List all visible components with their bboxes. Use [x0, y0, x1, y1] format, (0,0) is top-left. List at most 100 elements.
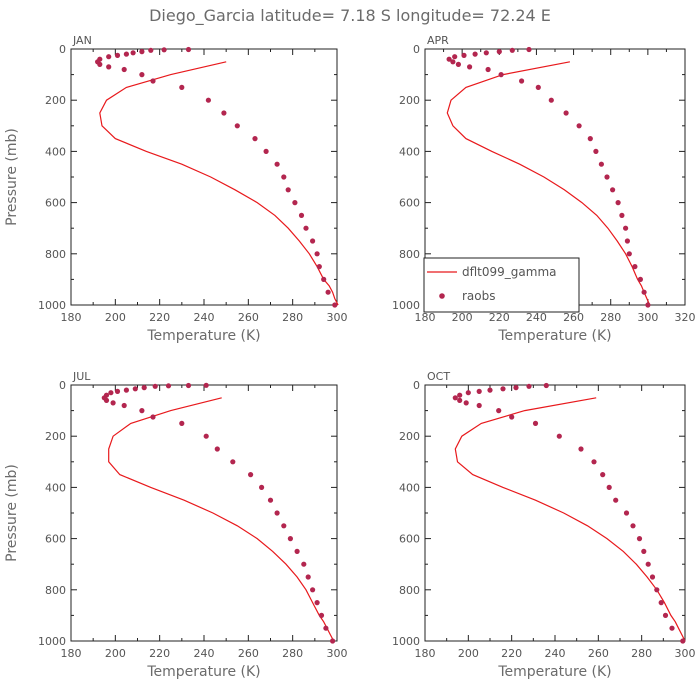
raobs-point [483, 50, 489, 56]
raobs-point [139, 49, 145, 55]
x-tick-label: 220 [149, 647, 170, 660]
raobs-point [452, 395, 458, 401]
raobs-point [205, 97, 211, 103]
x-tick-label: 280 [600, 311, 621, 324]
raobs-point [457, 392, 463, 398]
raobs-point [452, 54, 458, 60]
raobs-point [576, 123, 582, 129]
raobs-point [645, 302, 651, 308]
y-tick-label: 800 [399, 248, 420, 261]
x-tick-label: 300 [675, 647, 696, 660]
y-tick-label: 1000 [392, 299, 420, 312]
panel-jan: 180 200 220 240 260 280 300 0 200 400 600 800 1000 JA… [4, 34, 348, 344]
raobs-point [465, 390, 471, 396]
raobs-point [150, 78, 156, 84]
raobs-point [654, 587, 660, 593]
raobs-point [281, 174, 287, 180]
raobs-point [641, 548, 647, 555]
x-tick-label: 180 [61, 311, 82, 324]
y-tick-label: 600 [399, 197, 420, 210]
raobs-point [604, 174, 610, 180]
raobs-point [613, 497, 619, 503]
figure-title: Diego_Garcia latitude= 7.18 S longitude=… [149, 6, 551, 26]
panel-month-label: JUL [72, 370, 91, 383]
x-tick-label: 220 [149, 311, 170, 324]
raobs-point [526, 383, 532, 389]
y-axis-label: Pressure (mb) [4, 464, 20, 562]
raobs-point [543, 382, 549, 389]
raobs-point [274, 510, 280, 516]
y-tick-label: 800 [45, 248, 66, 261]
raobs-point [267, 497, 274, 503]
raobs-point [298, 212, 305, 218]
raobs-point [500, 386, 506, 392]
raobs-point [285, 187, 291, 193]
x-tick-label: 200 [105, 311, 126, 324]
x-tick-label: 220 [501, 647, 522, 660]
x-tick-label: 240 [194, 647, 215, 660]
raobs-point [123, 51, 129, 57]
x-axis-label: Temperature (K) [146, 328, 260, 344]
raobs-point [626, 251, 632, 257]
x-tick-label: 260 [563, 311, 584, 324]
y-tick-label: 0 [413, 43, 420, 56]
y-tick-label: 200 [399, 430, 420, 443]
raobs-point [110, 400, 116, 406]
raobs-point [472, 51, 478, 57]
x-tick-label: 200 [452, 311, 473, 324]
raobs-point [108, 390, 114, 396]
raobs-point [103, 392, 110, 398]
raobs-point [461, 52, 467, 59]
panels: 180 200 220 240 260 280 300 0 200 400 600 800 1000 JA… [4, 34, 696, 680]
x-tick-label: 300 [327, 647, 348, 660]
raobs-point [139, 408, 145, 414]
y-tick-label: 800 [399, 584, 420, 597]
plot-frame [424, 384, 686, 642]
raobs-point [680, 638, 686, 644]
raobs-point [332, 302, 338, 308]
raobs-point [248, 472, 254, 478]
raobs-point [310, 587, 316, 593]
legend-obs-swatch [439, 293, 445, 299]
plot-frame [70, 48, 338, 306]
raobs-point [161, 47, 167, 53]
raobs-point [274, 161, 280, 167]
raobs-point [619, 212, 625, 218]
x-tick-label: 280 [282, 311, 303, 324]
raobs-point [606, 484, 612, 490]
raobs-point [476, 388, 482, 394]
raobs-point [310, 238, 316, 244]
y-axis-label: Pressure (mb) [4, 128, 20, 226]
y-tick-label: 1000 [38, 635, 66, 648]
raobs-point [221, 110, 227, 116]
x-tick-label: 240 [194, 311, 215, 324]
panel-jul: 180 200 220 240 260 280 300 0 200 400 600 800 1000 JU… [4, 370, 348, 680]
raobs-point [658, 600, 664, 606]
raobs-point [321, 276, 327, 282]
raobs-point [662, 612, 669, 619]
raobs-point [623, 510, 630, 516]
raobs-point [487, 387, 493, 393]
y-tick-label: 600 [399, 533, 420, 546]
x-axis-label: Temperature (K) [146, 664, 260, 680]
raobs-point [623, 225, 629, 231]
y-tick-label: 400 [399, 145, 420, 158]
y-tick-label: 200 [45, 94, 66, 107]
raobs-point [292, 200, 298, 206]
y-tick-label: 400 [399, 481, 420, 494]
raobs-point [593, 148, 599, 154]
raobs-point [636, 536, 643, 542]
series-line-model [99, 61, 339, 306]
raobs-point [467, 64, 473, 70]
raobs-point [450, 59, 456, 65]
raobs-point [509, 414, 515, 420]
y-tick-label: 0 [413, 379, 420, 392]
x-tick-label: 200 [458, 647, 479, 660]
x-tick-label: 300 [327, 311, 348, 324]
x-axis-label: Temperature (K) [497, 328, 611, 344]
raobs-point [106, 64, 112, 70]
y-tick-label: 600 [45, 197, 66, 210]
raobs-point [457, 397, 463, 403]
x-tick-label: 280 [631, 647, 652, 660]
raobs-point [632, 264, 638, 270]
